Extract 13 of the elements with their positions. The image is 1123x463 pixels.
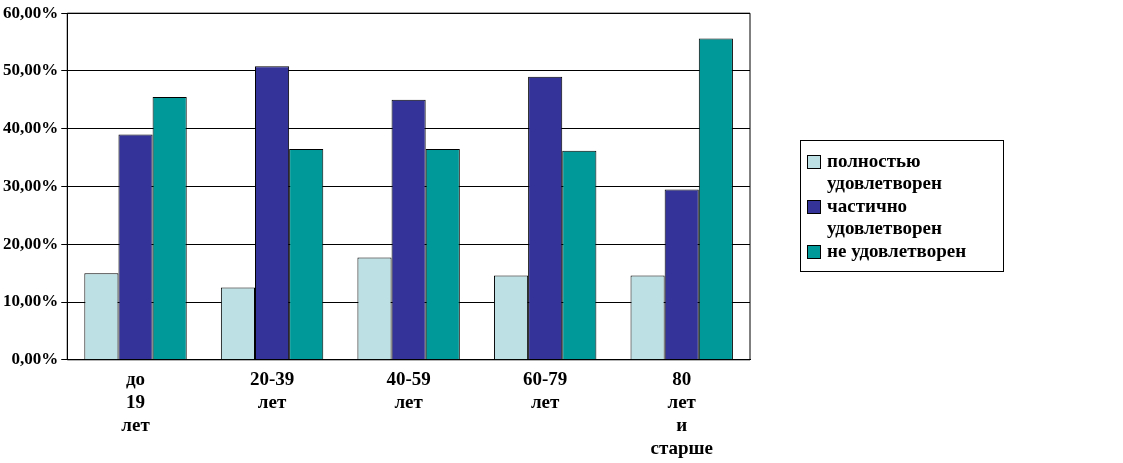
- y-tick-label: 0,00%: [11, 349, 59, 369]
- y-tick-label: 10,00%: [3, 291, 59, 311]
- x-tick-label: 20-39 лет: [249, 368, 295, 412]
- y-tick-label: 30,00%: [3, 175, 59, 195]
- y-tick-label: 40,00%: [3, 118, 59, 138]
- x-tick-label: 40-59 лет: [386, 368, 431, 412]
- legend-label: не удовлетворен: [827, 240, 968, 262]
- x-tick-label: 80 лет и старше: [650, 368, 713, 458]
- y-tick-label: 50,00%: [3, 60, 59, 80]
- x-tick-label: до 19 лет: [121, 368, 151, 435]
- y-tick-label: 60,00%: [3, 2, 59, 22]
- x-tick-label: 60-79 лет: [523, 368, 568, 412]
- y-tick-label: 20,00%: [3, 233, 59, 253]
